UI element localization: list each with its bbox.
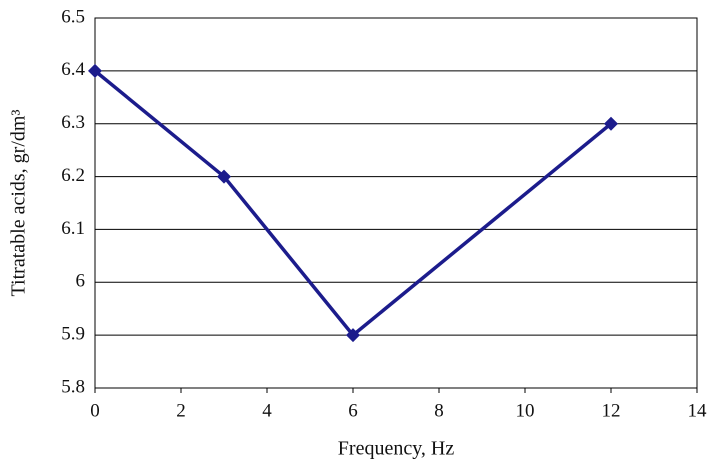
y-axis-label: Titratable acids, gr/dm³ bbox=[8, 110, 30, 297]
data-point bbox=[88, 63, 102, 78]
y-tick-label: 6.3 bbox=[61, 112, 85, 133]
data-point bbox=[604, 116, 618, 131]
plot-frame bbox=[94, 17, 698, 389]
x-tick-label: 2 bbox=[176, 400, 186, 421]
y-tick-label: 5.9 bbox=[61, 324, 85, 345]
x-tick-label: 12 bbox=[602, 400, 621, 421]
x-tick-label: 6 bbox=[348, 400, 358, 421]
x-tick-label: 14 bbox=[688, 400, 708, 421]
y-tick-label: 6.5 bbox=[61, 6, 85, 27]
y-tick-label: 6.1 bbox=[61, 218, 85, 239]
y-tick-label: 5.8 bbox=[61, 376, 85, 397]
data-point bbox=[346, 328, 360, 343]
y-tick-label: 6.4 bbox=[61, 59, 85, 80]
y-tick-label: 6 bbox=[76, 271, 86, 292]
y-tick-label: 6.2 bbox=[61, 165, 85, 186]
data-point bbox=[217, 169, 231, 184]
x-tick-label: 4 bbox=[262, 400, 272, 421]
data-line bbox=[93, 69, 613, 338]
x-tick-label: 0 bbox=[90, 400, 100, 421]
x-tick-label: 8 bbox=[434, 400, 444, 421]
x-axis-label: Frequency, Hz bbox=[338, 438, 455, 460]
x-tick-label: 10 bbox=[516, 400, 535, 421]
